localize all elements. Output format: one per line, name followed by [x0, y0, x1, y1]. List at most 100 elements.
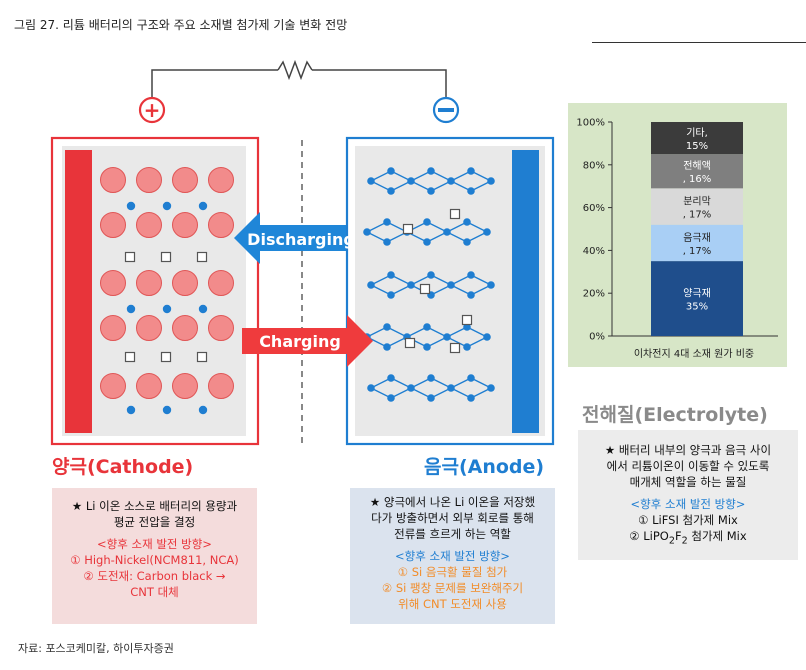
- cathode-current-collector: [65, 150, 92, 433]
- carbon-atom: [443, 333, 451, 341]
- cathode-oxide-particle: [208, 212, 234, 238]
- carbon-atom: [407, 384, 415, 392]
- chart-segment-name: 전해액: [683, 159, 711, 172]
- carbon-atom: [387, 291, 395, 299]
- cathode-oxide-particle: [100, 270, 126, 296]
- charging-label: Charging: [259, 332, 341, 351]
- cathode-oxide-particle: [136, 212, 162, 238]
- chart-x-label: 이차전지 4대 소재 원가 비중: [633, 349, 755, 360]
- source-note: 자료: 포스코케미칼, 하이투자증권: [18, 642, 174, 655]
- cathode-oxide-particle: [136, 167, 162, 193]
- external-circuit: [151, 59, 447, 98]
- cathode-oxide-particle: [208, 315, 234, 341]
- carbon-atom: [367, 177, 375, 185]
- cathode-oxide-particle: [208, 270, 234, 296]
- electrolyte-label: 전해질(Electrolyte): [582, 404, 768, 426]
- anode-heading: <향후 소재 발전 방향>: [395, 549, 510, 563]
- chart-bar-segment: [651, 122, 743, 155]
- cathode-oxide-particle: [172, 212, 198, 238]
- lithium-ion: [198, 405, 208, 415]
- anode-frame: [345, 136, 555, 446]
- cathode-oxide-particle: [100, 212, 126, 238]
- electrolyte-info-box: ★ 배터리 내부의 양극과 음극 사이 에서 리튬이온이 이동할 수 있도록 매…: [578, 430, 798, 560]
- carbon-atom: [443, 228, 451, 236]
- cathode-oxide-particle: [172, 315, 198, 341]
- carbon-atom: [467, 167, 475, 175]
- carbon-atom: [383, 343, 391, 351]
- carbon-atom: [467, 271, 475, 279]
- anode-item-1: ① Si 음극활 물질 첨가: [397, 565, 508, 579]
- carbon-atom: [387, 394, 395, 402]
- carbon-atom: [447, 281, 455, 289]
- cathode-oxide-particle: [208, 167, 234, 193]
- vacancy-square: [402, 223, 414, 235]
- carbon-atom: [447, 177, 455, 185]
- anode-info-box: ★ 양극에서 나온 Li 이온을 저장했 다가 방출하면서 외부 회로를 통해 …: [350, 488, 555, 624]
- cathode-label: 양극(Cathode): [52, 456, 194, 478]
- chart-data-label: , 16%: [683, 174, 712, 185]
- vacancy-square: [449, 342, 461, 354]
- cathode-item-2: ② 도전재: Carbon black →: [83, 569, 226, 583]
- plus-terminal-icon: +: [138, 96, 166, 124]
- vacancy-square: [124, 351, 136, 363]
- carbon-atom: [463, 343, 471, 351]
- electrolyte-item-1: ① LiFSI 첨가제 Mix: [638, 513, 738, 527]
- vacancy-square: [160, 351, 172, 363]
- cathode-frame: [50, 136, 260, 446]
- chart-bar-segment: [651, 224, 743, 262]
- anode-current-collector: [512, 150, 539, 433]
- carbon-atom: [487, 177, 495, 185]
- carbon-atom: [407, 281, 415, 289]
- battery-diagram: + Discharging Charging: [50, 59, 555, 446]
- carbon-atom: [383, 323, 391, 331]
- cathode-oxide-particle: [172, 373, 198, 399]
- vacancy-square: [124, 251, 136, 263]
- carbon-atom: [407, 177, 415, 185]
- chart-data-label: , 17%: [683, 246, 712, 257]
- carbon-atom: [387, 187, 395, 195]
- item2-sub-2: 2: [681, 535, 688, 547]
- vacancy-square: [196, 251, 208, 263]
- cathode-oxide-particle: [136, 373, 162, 399]
- vacancy-square: [196, 351, 208, 363]
- electrolyte-item-2: ② LiPO2F2 첨가제 Mix: [578, 528, 798, 549]
- carbon-atom: [463, 238, 471, 246]
- chart-y-tick-label: 80%: [583, 160, 605, 171]
- cathode-oxide-particle: [100, 167, 126, 193]
- vacancy-square: [461, 314, 473, 326]
- electrolyte-desc-2: 에서 리튬이온이 이동할 수 있도록: [606, 459, 770, 473]
- electrolyte-desc-3: 매개체 역할을 하는 물질: [629, 475, 747, 489]
- electrolyte-desc-1: ★ 배터리 내부의 양극과 음극 사이: [604, 443, 772, 457]
- anode-label: 음극(Anode): [424, 456, 545, 478]
- chart-segment-name: 음극재: [683, 232, 711, 244]
- cathode-oxide-particle: [172, 270, 198, 296]
- carbon-atom: [427, 271, 435, 279]
- carbon-atom: [447, 384, 455, 392]
- carbon-atom: [463, 218, 471, 226]
- item2-suffix: 첨가제 Mix: [687, 529, 747, 543]
- figure-title: 그림 27. 리튬 배터리의 구조와 주요 소재별 첨가제 기술 변화 전망: [14, 18, 348, 32]
- lithium-ion: [126, 201, 136, 211]
- cathode-oxide-particle: [136, 315, 162, 341]
- cathode-item-3: CNT 대체: [130, 585, 179, 599]
- carbon-atom: [367, 384, 375, 392]
- carbon-atom: [463, 323, 471, 331]
- carbon-atom: [387, 374, 395, 382]
- chart-y-tick-label: 60%: [583, 203, 605, 214]
- chart-segment-name: 양극재: [683, 288, 711, 300]
- lithium-ion: [162, 405, 172, 415]
- carbon-atom: [467, 187, 475, 195]
- vacancy-square: [449, 208, 461, 220]
- anode-desc-1: ★ 양극에서 나온 Li 이온을 저장했: [369, 495, 536, 509]
- carbon-atom: [483, 228, 491, 236]
- cathode-oxide-particle: [100, 315, 126, 341]
- item2-mid: F: [674, 529, 682, 543]
- vacancy-square: [419, 283, 431, 295]
- item2-sub-1: 2: [668, 535, 675, 547]
- carbon-atom: [467, 291, 475, 299]
- chart-y-tick-label: 40%: [583, 246, 605, 257]
- discharging-label: Discharging: [247, 230, 355, 249]
- carbon-atom: [423, 323, 431, 331]
- carbon-atom: [423, 218, 431, 226]
- carbon-atom: [383, 218, 391, 226]
